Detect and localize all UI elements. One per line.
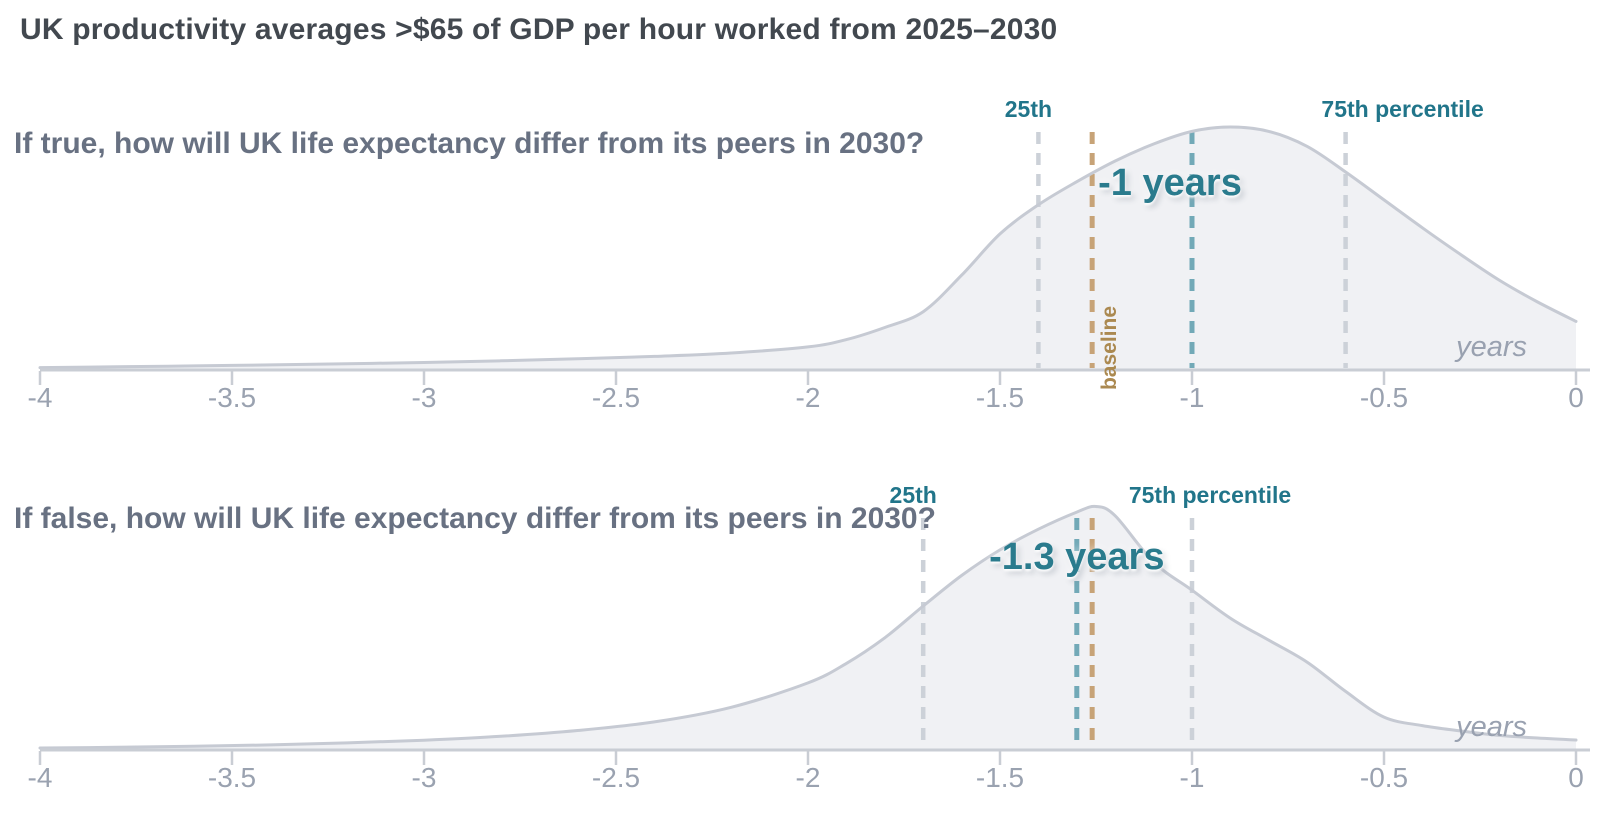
axis-tick-label: -0.5 [1359,762,1409,793]
density-curve [38,504,1578,750]
chart-question: If false, how will UK life expectancy di… [14,502,936,535]
axis-tick-label: -2 [795,762,821,793]
axis-tick-label: -3 [411,382,437,413]
axis-tick-label: -1.5 [975,762,1025,793]
median-annotation: -1 years [1098,162,1242,204]
axis-tick-label: -2.5 [591,762,641,793]
axis-tick-label: -0.5 [1359,382,1409,413]
page-title: UK productivity averages >$65 of GDP per… [20,13,1058,46]
density-curve [38,125,1578,370]
p75-label: 75th percentile [1321,96,1484,122]
axis-tick-label: -1 [1179,762,1205,793]
axis-tick-label: 0 [1568,382,1584,413]
axis-tick-label: -3.5 [207,762,257,793]
p25-label: 25th [889,482,937,508]
axis-tick-label: -2.5 [591,382,641,413]
axis-tick-label: -3.5 [207,382,257,413]
p25-label: 25th [1004,96,1053,122]
axis-unit-label: years [1456,711,1527,743]
axis-tick-label: 0 [1568,762,1584,793]
chart-question: If true, how will UK life expectancy dif… [14,127,925,160]
axis-tick-label: -4 [27,382,53,413]
axis-tick-label: -1.5 [975,382,1025,413]
median-annotation: -1.3 years [989,536,1165,578]
baseline-label: baseline [1098,305,1122,391]
axis-unit-label: years [1456,331,1527,363]
axis-tick-label: -1 [1179,382,1205,413]
axis-tick-label: -4 [27,762,53,793]
axis-tick-label: -2 [795,382,821,413]
axis-tick-label: -3 [411,762,437,793]
chart-if-true [38,125,1590,385]
p75-label: 75th percentile [1128,482,1292,508]
chart-if-false [38,504,1590,765]
